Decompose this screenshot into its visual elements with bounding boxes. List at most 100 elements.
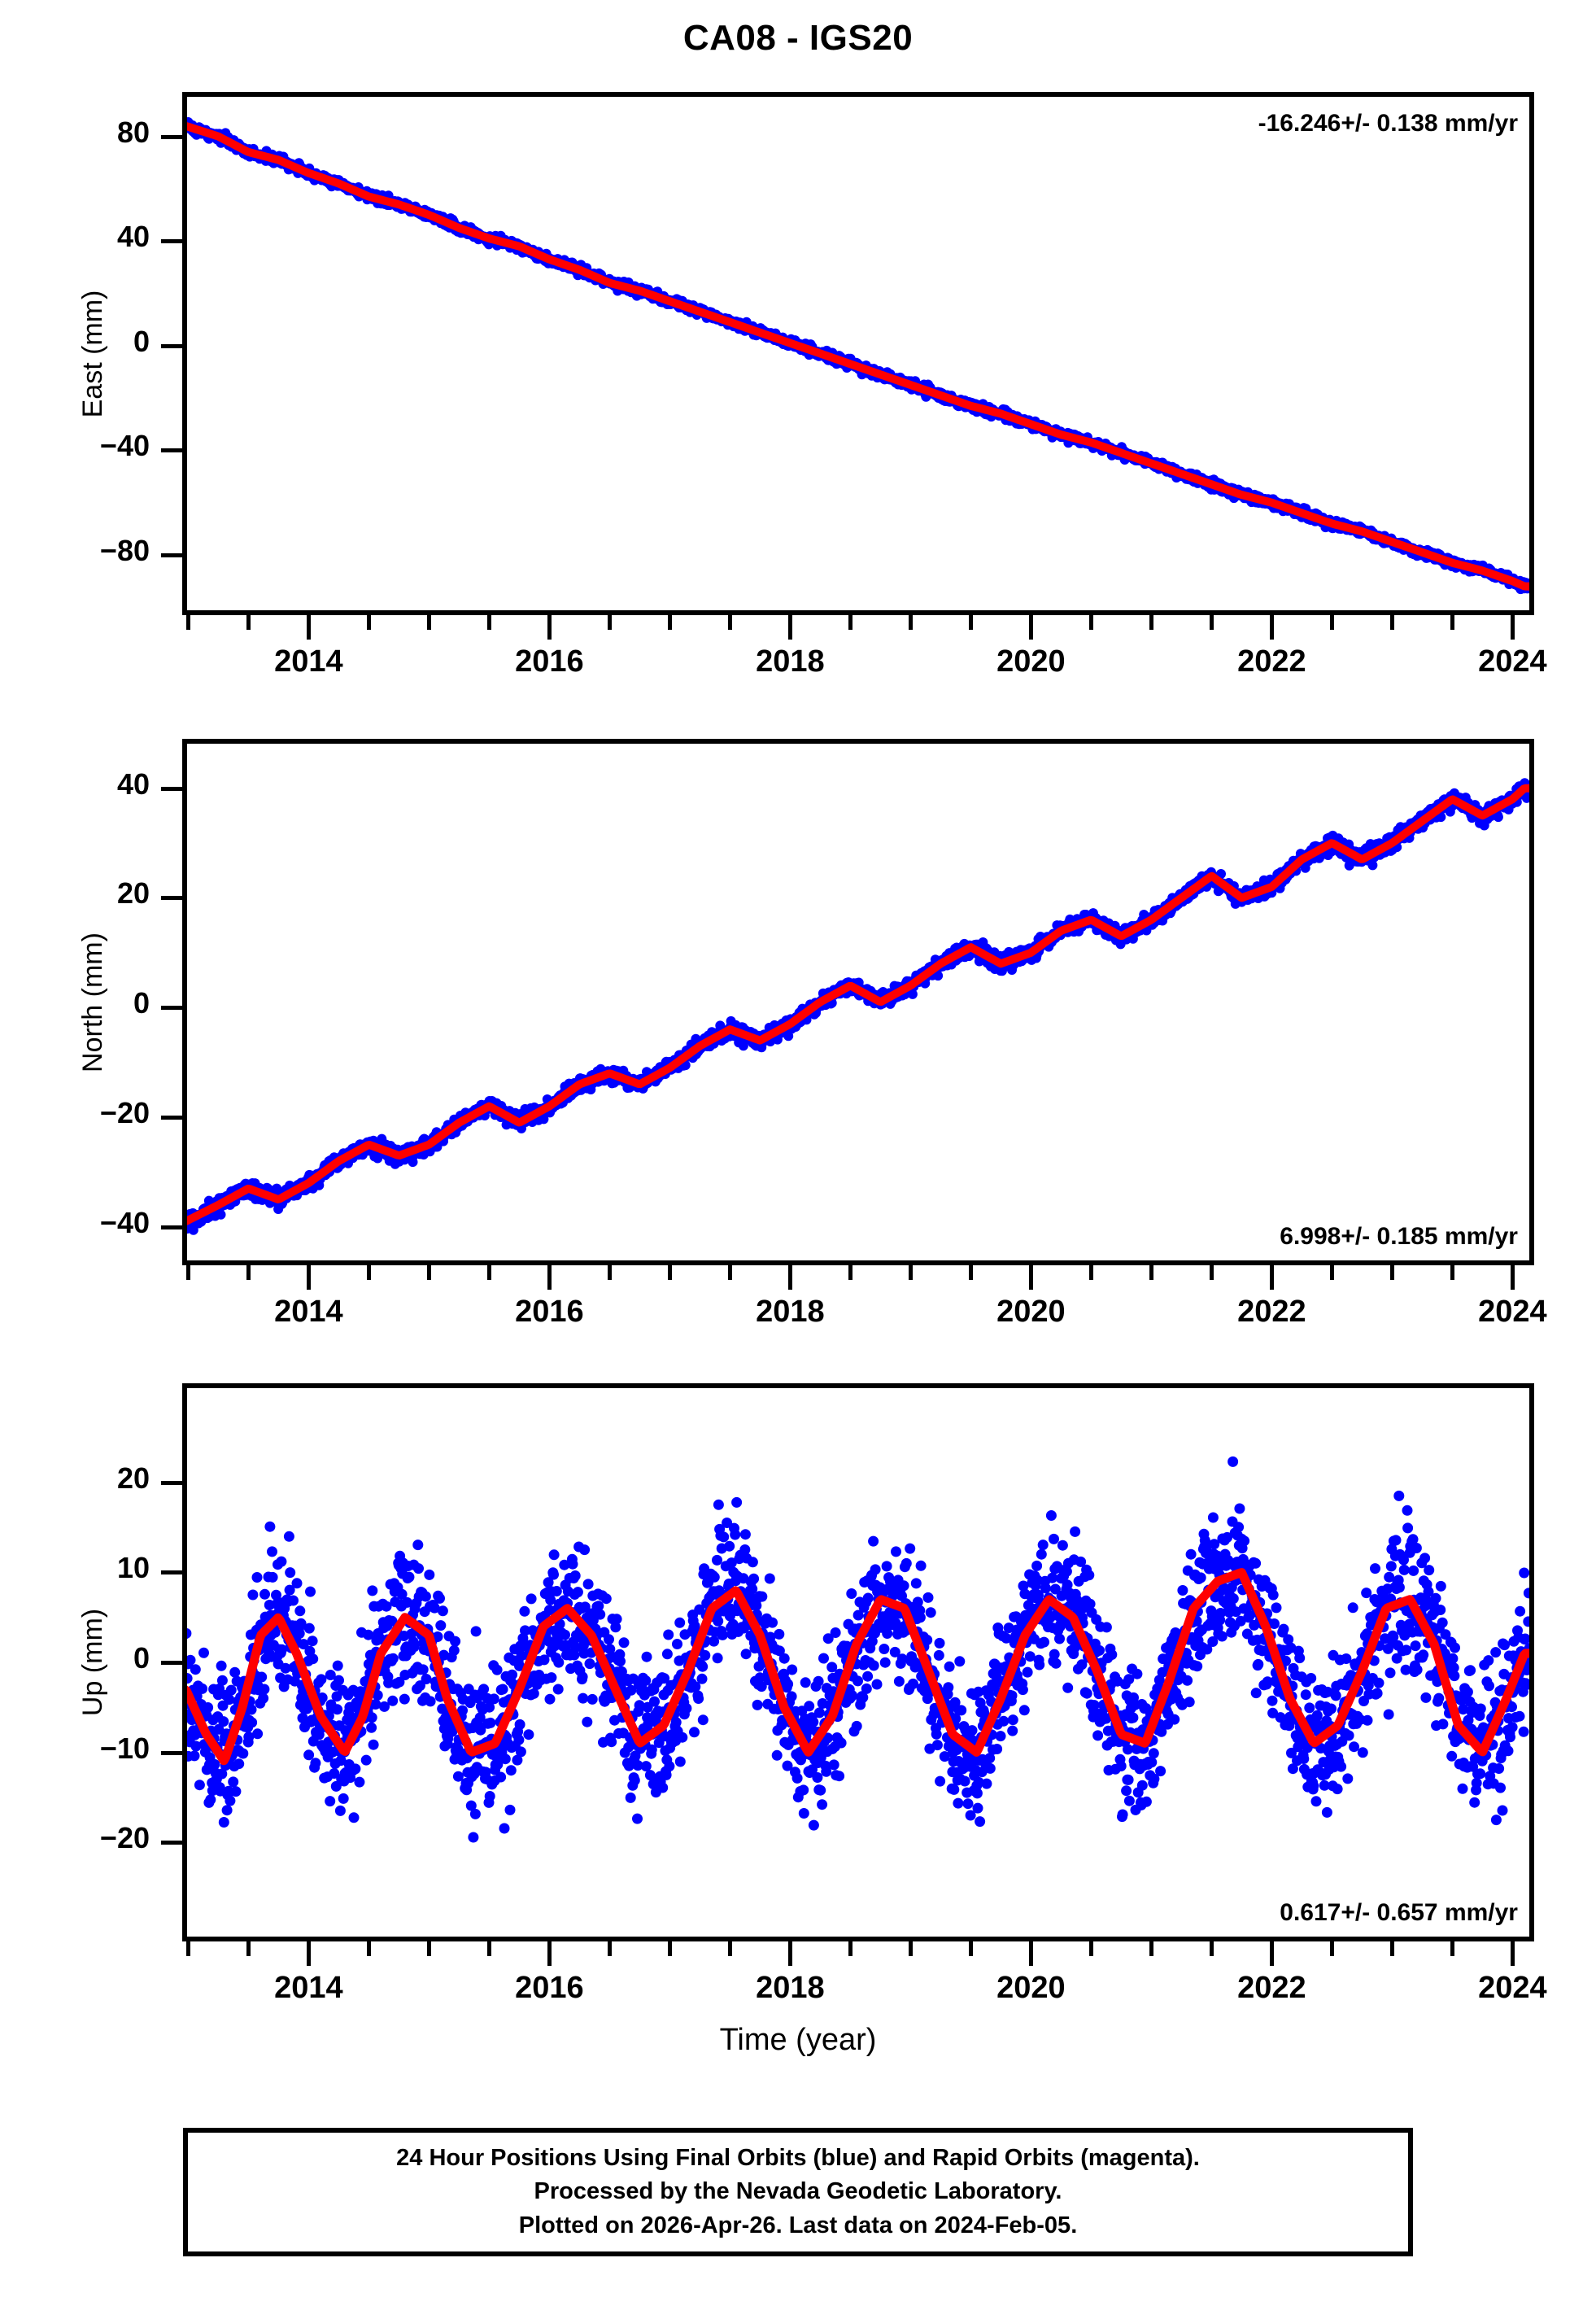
- xtick-label-up-2016: 2016: [515, 1971, 584, 2005]
- xtick-label-east-2024: 2024: [1478, 644, 1547, 679]
- xtick-mark-north-2014.5: [367, 1265, 372, 1280]
- xtick-label-north-2024: 2024: [1478, 1295, 1547, 1329]
- xtick-mark-north-2018.5: [848, 1265, 853, 1280]
- xtick-label-east-2022: 2022: [1237, 644, 1306, 679]
- caption-line-2: Processed by the Nevada Geodetic Laborat…: [534, 2178, 1062, 2205]
- xtick-mark-north-2017.5: [728, 1265, 733, 1280]
- xtick-label-up-2018: 2018: [756, 1971, 825, 2005]
- xtick-mark-east-2019: [909, 615, 914, 630]
- ytick-mark-east-1: [161, 239, 182, 244]
- xtick-mark-east-2023.5: [1450, 615, 1455, 630]
- xtick-mark-north-2021: [1149, 1265, 1154, 1280]
- ytick-mark-north-0: [161, 786, 182, 791]
- xtick-mark-up-2021.5: [1210, 1941, 1214, 1956]
- xtick-mark-east-2021: [1149, 615, 1154, 630]
- xtick-mark-north-2023.5: [1450, 1265, 1455, 1280]
- xtick-mark-east-2017: [668, 615, 673, 630]
- xtick-mark-east-2017.5: [728, 615, 733, 630]
- xtick-mark-east-2014: [307, 615, 312, 640]
- xtick-mark-north-2021.5: [1210, 1265, 1214, 1280]
- caption-line-1: 24 Hour Positions Using Final Orbits (bl…: [396, 2145, 1200, 2172]
- page-title: CA08 - IGS20: [682, 18, 914, 58]
- xtick-mark-up-2020.5: [1089, 1941, 1094, 1956]
- xtick-label-up-2024: 2024: [1478, 1971, 1547, 2005]
- xtick-mark-north-2019.5: [969, 1265, 974, 1280]
- ytick-label-up-0: 20: [116, 1461, 150, 1495]
- ytick-mark-east-4: [161, 553, 182, 558]
- yaxis-label-north: North (mm): [77, 932, 108, 1072]
- xtick-mark-east-2022.5: [1330, 615, 1335, 630]
- xtick-mark-east-2019.5: [969, 615, 974, 630]
- ytick-label-north-0: 40: [116, 766, 150, 801]
- xtick-mark-north-2017: [668, 1265, 673, 1280]
- xtick-label-north-2020: 2020: [996, 1295, 1066, 1329]
- xtick-mark-up-2023: [1390, 1941, 1395, 1956]
- ytick-label-east-4: −80: [99, 534, 150, 568]
- xtick-mark-up-2013.5: [246, 1941, 251, 1956]
- xtick-mark-east-2018.5: [848, 615, 853, 630]
- xtick-mark-up-2019: [909, 1941, 914, 1956]
- xtick-label-east-2020: 2020: [996, 644, 1066, 679]
- xtick-mark-up-2017.5: [728, 1941, 733, 1956]
- caption-box: 24 Hour Positions Using Final Orbits (bl…: [183, 2128, 1413, 2256]
- ytick-mark-east-0: [161, 134, 182, 139]
- rate-annotation-east: -16.246+/- 0.138 mm/yr: [1258, 110, 1518, 137]
- xtick-mark-up-2015: [427, 1941, 432, 1956]
- xaxis-label: Time (year): [719, 2023, 877, 2057]
- ytick-mark-up-0: [161, 1480, 182, 1485]
- ytick-label-north-2: 0: [133, 986, 150, 1020]
- xtick-mark-up-2015.5: [487, 1941, 492, 1956]
- xtick-mark-east-2018: [788, 615, 793, 640]
- ytick-mark-east-3: [161, 448, 182, 453]
- ytick-mark-north-3: [161, 1116, 182, 1120]
- xtick-mark-east-2020: [1029, 615, 1034, 640]
- ytick-mark-up-3: [161, 1750, 182, 1755]
- xtick-mark-east-2013: [186, 615, 191, 630]
- xtick-mark-north-2015.5: [487, 1265, 492, 1280]
- ytick-mark-north-4: [161, 1225, 182, 1229]
- ytick-mark-east-2: [161, 343, 182, 348]
- ytick-label-up-2: 0: [133, 1641, 150, 1675]
- xtick-mark-north-2014: [307, 1265, 312, 1290]
- ytick-label-east-1: 40: [116, 220, 150, 254]
- ytick-mark-up-1: [161, 1570, 182, 1575]
- xtick-mark-north-2019: [909, 1265, 914, 1280]
- xtick-label-north-2022: 2022: [1237, 1295, 1306, 1329]
- ytick-mark-north-2: [161, 1006, 182, 1011]
- ytick-label-north-1: 20: [116, 876, 150, 911]
- xtick-mark-north-2023: [1390, 1265, 1395, 1280]
- xtick-label-north-2018: 2018: [756, 1295, 825, 1329]
- xtick-mark-east-2016.5: [608, 615, 613, 630]
- xtick-mark-up-2017: [668, 1941, 673, 1956]
- trend-line-up: [187, 1568, 1529, 1766]
- xtick-mark-north-2022.5: [1330, 1265, 1335, 1280]
- xtick-label-north-2016: 2016: [515, 1295, 584, 1329]
- xtick-mark-up-2014.5: [367, 1941, 372, 1956]
- xtick-label-east-2016: 2016: [515, 644, 584, 679]
- yaxis-label-east: East (mm): [77, 290, 108, 417]
- xtick-mark-up-2020: [1029, 1941, 1034, 1966]
- xtick-mark-east-2022: [1270, 615, 1275, 640]
- xtick-label-north-2014: 2014: [274, 1295, 343, 1329]
- xtick-mark-north-2016.5: [608, 1265, 613, 1280]
- xtick-mark-east-2024: [1511, 615, 1515, 640]
- xtick-mark-up-2014: [307, 1941, 312, 1966]
- xtick-mark-east-2021.5: [1210, 615, 1214, 630]
- xtick-mark-up-2018.5: [848, 1941, 853, 1956]
- ytick-mark-up-4: [161, 1841, 182, 1845]
- xtick-mark-east-2014.5: [367, 615, 372, 630]
- xtick-mark-north-2013.5: [246, 1265, 251, 1280]
- xtick-mark-up-2022: [1270, 1941, 1275, 1966]
- data-layer-north: [187, 778, 1529, 1235]
- caption-line-3: Plotted on 2026-Apr-26. Last data on 202…: [518, 2212, 1078, 2238]
- xtick-mark-east-2015: [427, 615, 432, 630]
- xtick-label-east-2018: 2018: [756, 644, 825, 679]
- yaxis-label-up: Up (mm): [77, 1608, 108, 1717]
- ytick-label-east-3: −40: [99, 429, 150, 463]
- xtick-mark-north-2020: [1029, 1265, 1034, 1290]
- rate-annotation-up: 0.617+/- 0.657 mm/yr: [1280, 1899, 1518, 1926]
- xtick-mark-north-2015: [427, 1265, 432, 1280]
- data-layer-east: [187, 117, 1529, 595]
- trend-line-east: [187, 122, 1529, 591]
- xtick-mark-north-2018: [788, 1265, 793, 1290]
